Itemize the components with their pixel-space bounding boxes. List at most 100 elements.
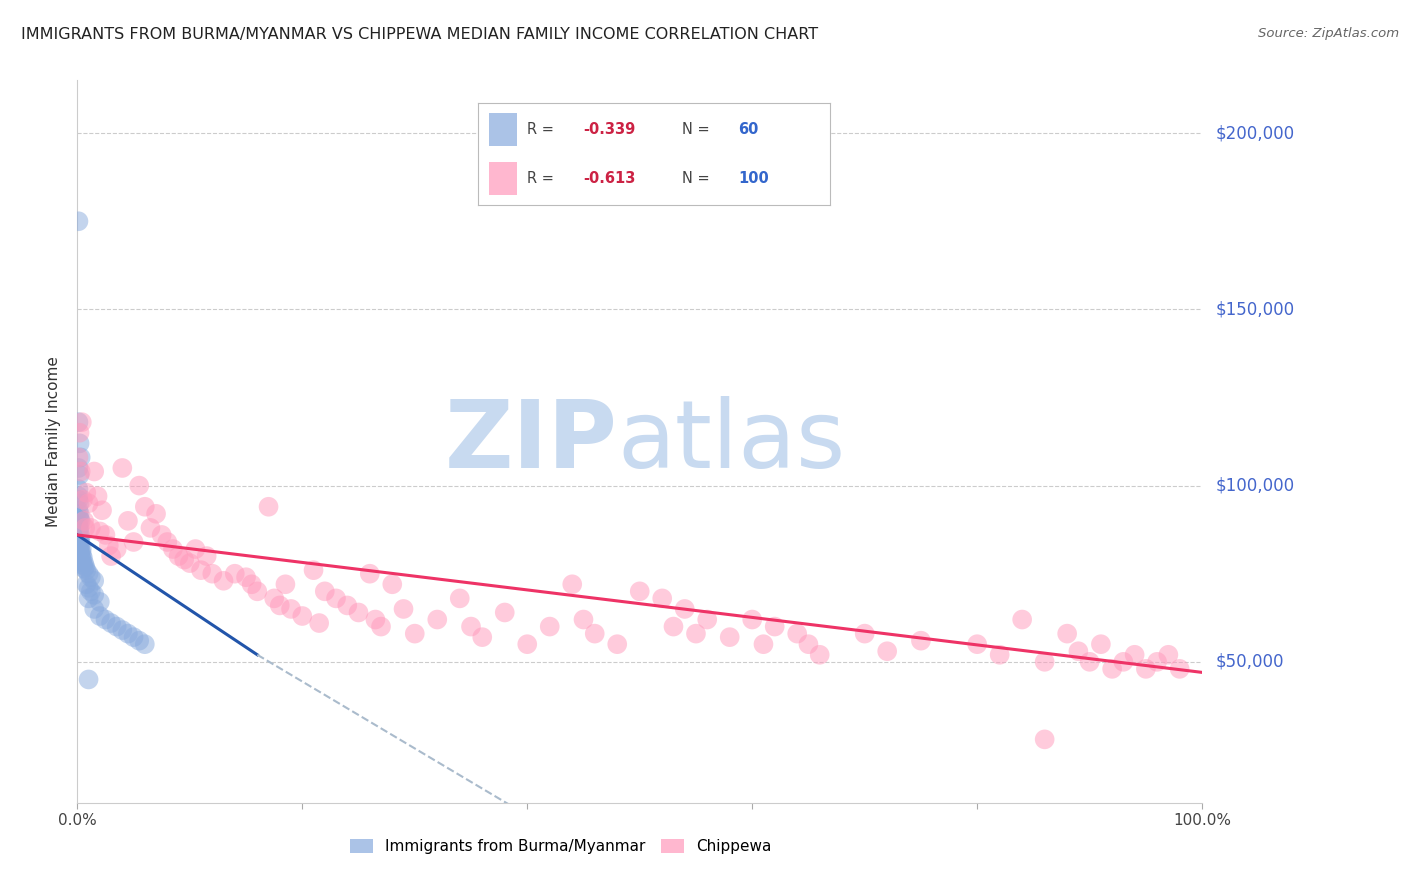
- Point: [77, 581, 100, 595]
- Point: [69, 436, 91, 450]
- Point: [1123, 648, 1146, 662]
- Point: [718, 630, 741, 644]
- Text: N =: N =: [682, 171, 714, 186]
- Point: [73, 561, 96, 575]
- Point: [128, 633, 150, 648]
- Point: [67, 528, 90, 542]
- Point: [67, 533, 90, 548]
- Point: [70, 542, 93, 557]
- Point: [73, 514, 96, 528]
- Point: [853, 626, 876, 640]
- Text: atlas: atlas: [617, 395, 845, 488]
- Point: [69, 541, 91, 555]
- Point: [1112, 655, 1135, 669]
- Point: [100, 615, 122, 630]
- Point: [201, 566, 224, 581]
- Point: [69, 514, 91, 528]
- Point: [67, 489, 90, 503]
- Point: [83, 602, 105, 616]
- Point: [67, 510, 90, 524]
- Point: [966, 637, 988, 651]
- Point: [336, 599, 359, 613]
- Point: [72, 550, 94, 565]
- Text: 60: 60: [738, 121, 758, 136]
- Point: [240, 577, 263, 591]
- Point: [404, 626, 426, 640]
- Point: [1067, 644, 1090, 658]
- Point: [246, 584, 269, 599]
- Point: [69, 530, 91, 544]
- Text: R =: R =: [527, 121, 558, 136]
- Point: [134, 637, 156, 651]
- Point: [212, 574, 235, 588]
- Point: [1157, 648, 1180, 662]
- Point: [91, 503, 114, 517]
- Point: [1033, 655, 1056, 669]
- Point: [75, 521, 97, 535]
- Point: [70, 415, 93, 429]
- Point: [1168, 662, 1191, 676]
- Point: [224, 566, 246, 581]
- Point: [67, 482, 90, 496]
- Point: [561, 577, 583, 591]
- Point: [89, 524, 111, 539]
- Point: [263, 591, 285, 606]
- Point: [696, 613, 718, 627]
- Point: [77, 591, 100, 606]
- Point: [876, 644, 898, 658]
- Point: [70, 552, 93, 566]
- Point: [83, 465, 105, 479]
- Point: [235, 570, 257, 584]
- Point: [449, 591, 471, 606]
- Point: [280, 602, 302, 616]
- Point: [673, 602, 696, 616]
- Point: [94, 613, 117, 627]
- Point: [364, 613, 387, 627]
- Point: [392, 602, 415, 616]
- Point: [184, 542, 207, 557]
- Point: [69, 512, 91, 526]
- Point: [80, 570, 103, 584]
- Point: [69, 554, 91, 568]
- Point: [1078, 655, 1101, 669]
- Point: [179, 556, 201, 570]
- Point: [69, 549, 91, 563]
- Point: [69, 496, 91, 510]
- Point: [69, 521, 91, 535]
- Point: [69, 543, 91, 558]
- Point: [67, 539, 90, 553]
- Point: [460, 619, 482, 633]
- Point: [77, 673, 100, 687]
- Point: [67, 517, 90, 532]
- Point: [516, 637, 538, 651]
- Point: [69, 545, 91, 559]
- Legend: Immigrants from Burma/Myanmar, Chippewa: Immigrants from Burma/Myanmar, Chippewa: [344, 833, 778, 860]
- Point: [302, 563, 325, 577]
- Point: [173, 552, 195, 566]
- Point: [308, 615, 330, 630]
- Point: [128, 478, 150, 492]
- Point: [75, 563, 97, 577]
- Point: [1033, 732, 1056, 747]
- Point: [105, 619, 128, 633]
- Point: [797, 637, 820, 651]
- Point: [122, 630, 145, 644]
- Bar: [489, 162, 517, 194]
- Point: [69, 507, 91, 521]
- Point: [69, 450, 91, 465]
- Point: [988, 648, 1011, 662]
- Text: $50,000: $50,000: [1216, 653, 1285, 671]
- Point: [80, 584, 103, 599]
- Point: [72, 558, 94, 572]
- Point: [910, 633, 932, 648]
- Text: $100,000: $100,000: [1216, 476, 1295, 494]
- Point: [134, 500, 156, 514]
- Point: [117, 514, 139, 528]
- Point: [67, 523, 90, 537]
- Point: [162, 542, 184, 557]
- Point: [75, 577, 97, 591]
- Point: [80, 521, 103, 535]
- Point: [145, 507, 167, 521]
- Point: [195, 549, 218, 563]
- Point: [100, 549, 122, 563]
